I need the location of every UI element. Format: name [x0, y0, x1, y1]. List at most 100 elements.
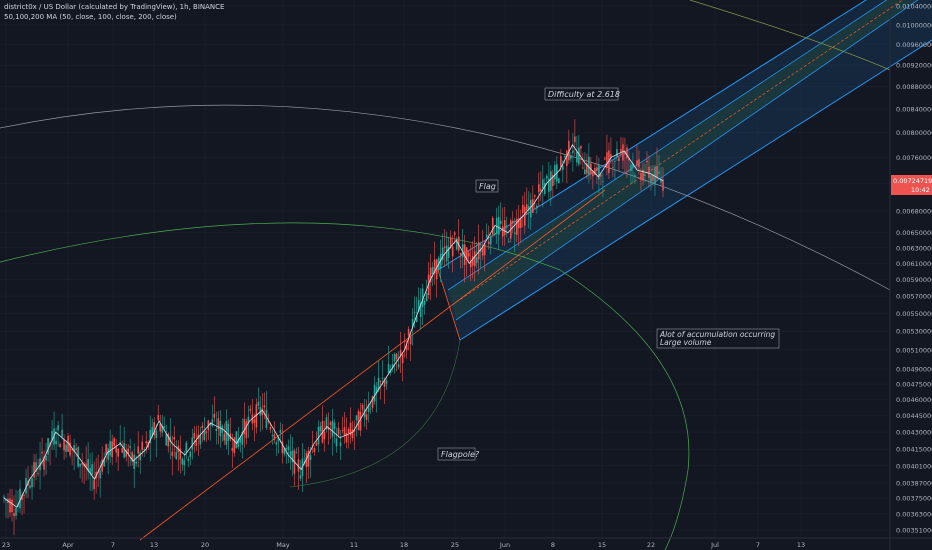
candle-body: [239, 437, 242, 443]
candle-body: [586, 163, 588, 174]
x-tick-label: May: [276, 541, 290, 549]
candle-body: [65, 444, 67, 452]
candle-body: [630, 164, 632, 171]
candle-body: [554, 165, 556, 180]
candle-body: [277, 437, 280, 442]
candle-body: [283, 448, 286, 455]
candle-body: [429, 267, 432, 283]
candle-body: [325, 417, 328, 429]
x-tick-label: 25: [451, 541, 459, 549]
candle-body: [576, 151, 578, 163]
candle-body: [560, 156, 562, 168]
y-tick-label: 0.00920000: [896, 62, 932, 70]
candle-body: [89, 468, 91, 474]
candle-body: [425, 292, 428, 302]
candle-body: [648, 166, 650, 178]
candle-body: [499, 220, 502, 224]
x-tick-label: 7: [111, 541, 115, 549]
candle-body: [397, 364, 400, 368]
y-tick-label: 0.00415000: [896, 446, 932, 454]
current-price-time: 10:42: [911, 186, 930, 194]
candle-body: [521, 204, 524, 214]
candle-body: [433, 259, 436, 274]
candle-body: [63, 439, 65, 451]
candle-body: [413, 311, 416, 313]
candle-body: [329, 422, 332, 425]
x-tick-label: 15: [598, 541, 606, 549]
candle-body: [117, 449, 119, 457]
candle-body: [227, 423, 230, 442]
candle-body: [135, 461, 138, 464]
candle-body: [215, 428, 218, 431]
x-tick-label: Jun: [499, 541, 510, 549]
candle-body: [598, 165, 600, 180]
candle-body: [133, 454, 135, 469]
y-axis[interactable]: 0.01040000 0.01000000 0.00960000 0.00920000…: [889, 0, 932, 550]
candle-body: [415, 315, 418, 323]
candle-body: [23, 495, 25, 496]
candle-body: [317, 427, 320, 445]
candle-body: [183, 460, 186, 466]
candle-body: [71, 448, 73, 451]
candle-body: [115, 446, 117, 453]
annotation-difficulty-text: Difficulty at 2.618: [548, 90, 620, 99]
x-tick-label: 13: [150, 541, 158, 549]
candle-body: [548, 178, 550, 192]
candle-body: [145, 441, 148, 444]
candle-body: [481, 246, 484, 256]
candle-body: [13, 512, 15, 517]
candle-body: [241, 431, 244, 445]
y-tick-label: 0.00880000: [896, 83, 932, 91]
x-axis[interactable]: 23 Apr 7 13 20 May 11 18 25 Jun 8 15 22 Jul 7 13: [0, 537, 932, 549]
candle-body: [121, 448, 123, 453]
ma-legend: 50,100,200 MA (50, close, 100, close, 20…: [4, 13, 177, 21]
candle-body: [79, 463, 81, 467]
candle-body: [656, 166, 658, 179]
candle-body: [217, 418, 220, 430]
candle-body: [245, 421, 248, 439]
candle-body: [137, 446, 140, 454]
candle-body: [525, 204, 528, 211]
arc-green-large: [0, 222, 690, 550]
candle-body: [381, 377, 384, 379]
candle-body: [620, 148, 622, 153]
candle-body: [497, 217, 500, 235]
x-tick-label: Jul: [710, 541, 719, 549]
candle-body: [662, 179, 664, 191]
candle-body: [393, 354, 396, 362]
candle-body: [624, 153, 626, 155]
candle-body: [299, 475, 302, 479]
candle-body: [127, 448, 129, 455]
candle-body: [103, 458, 105, 467]
candle-body: [247, 416, 250, 423]
candle-body: [61, 429, 63, 437]
candle-body: [588, 156, 590, 175]
candle-body: [636, 160, 638, 166]
candle-body: [343, 427, 346, 436]
candle-body: [155, 430, 158, 438]
candle-body: [123, 443, 125, 458]
candle-body: [540, 188, 542, 191]
candle-body: [467, 252, 470, 257]
y-tick-label: 0.00610000: [896, 260, 932, 268]
y-tick-label: 0.00475000: [896, 381, 932, 389]
candle-body: [507, 241, 510, 243]
candle-body: [131, 452, 133, 462]
candle-body: [445, 245, 448, 262]
x-tick-label: 22: [647, 541, 655, 549]
annotation-difficulty: Difficulty at 2.618: [544, 87, 620, 101]
candle-body: [501, 226, 504, 237]
candle-body: [105, 444, 107, 455]
candle-body: [449, 237, 452, 248]
candle-body: [455, 238, 458, 250]
candle-body: [163, 425, 166, 428]
y-tick-label: 0.00375000: [896, 495, 932, 503]
candle-body: [281, 441, 284, 454]
candle-body: [495, 217, 498, 234]
candle-body: [267, 420, 270, 422]
y-tick-label: 0.01000000: [896, 21, 932, 29]
candle-body: [367, 404, 370, 412]
y-tick-label: 0.00510000: [896, 346, 932, 354]
candle-body: [435, 259, 438, 280]
